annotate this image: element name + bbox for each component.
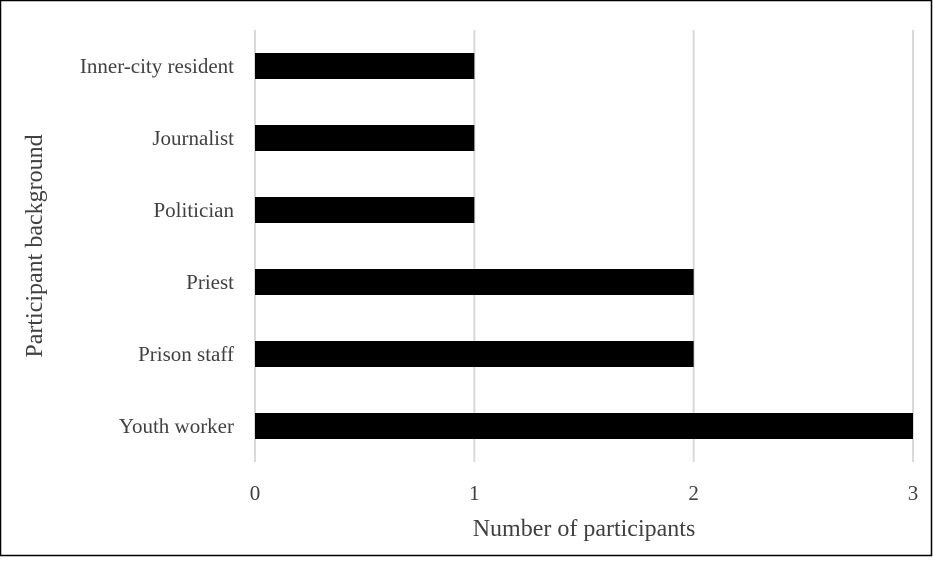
y-tick-label: Prison staff xyxy=(138,342,234,366)
bar xyxy=(255,197,475,223)
y-tick-label: Politician xyxy=(154,198,235,222)
bar xyxy=(255,125,475,151)
bars xyxy=(255,53,913,439)
y-tick-labels: Inner-city resident Journalist Politician P… xyxy=(80,54,235,438)
x-tick-label: 0 xyxy=(250,481,261,505)
x-tick-label: 2 xyxy=(688,481,699,505)
y-tick-label: Priest xyxy=(186,270,234,294)
y-axis-title: Participant background xyxy=(22,134,48,357)
y-tick-label: Inner-city resident xyxy=(80,54,234,78)
y-tick-label: Journalist xyxy=(152,126,234,150)
y-tick-label: Youth worker xyxy=(119,414,234,438)
bar xyxy=(255,53,475,79)
x-axis-title: Number of participants xyxy=(473,516,696,542)
bar xyxy=(255,413,913,439)
x-tick-labels: 0 1 2 3 xyxy=(250,481,919,505)
bar xyxy=(255,341,694,367)
bar xyxy=(255,269,694,295)
gridlines xyxy=(254,30,914,462)
x-tick-label: 1 xyxy=(469,481,480,505)
x-tick-label: 3 xyxy=(908,481,919,505)
